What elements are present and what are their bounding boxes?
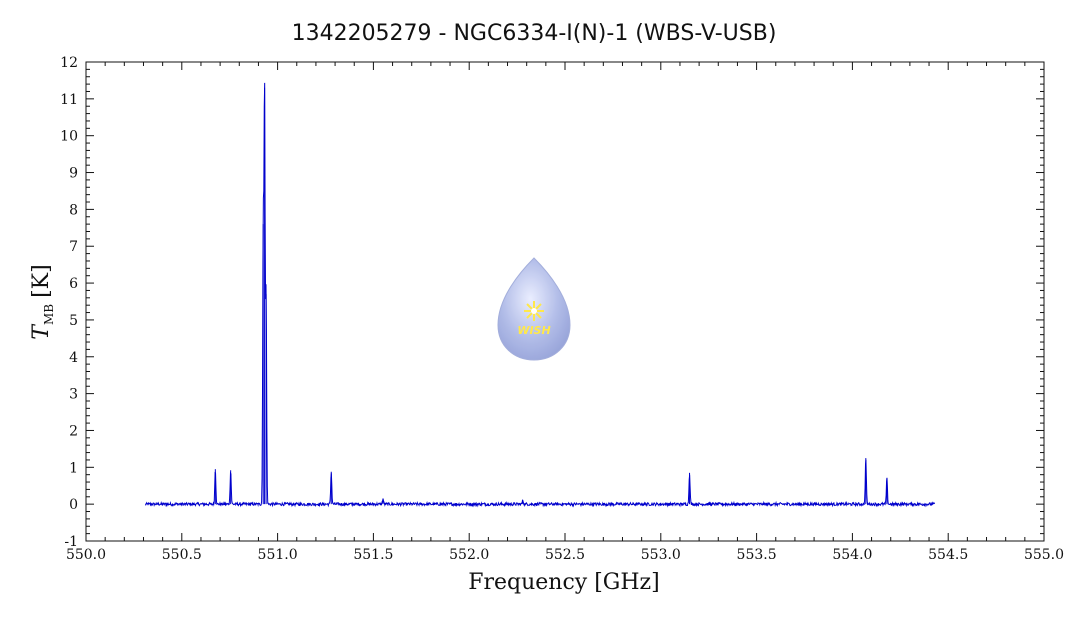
spectrum-series-line (144, 82, 936, 508)
y-tick-label: 5 (69, 313, 78, 329)
x-axis-label: Frequency [GHz] (468, 570, 660, 595)
x-tick-labels: 550.0 550.5 551.0 551.5 552.0 552.5 553.0 553.5… (66, 547, 1064, 563)
y-tick-label: 6 (69, 276, 78, 292)
y-tick-label: 7 (69, 239, 78, 255)
y-tick-label: 11 (60, 92, 78, 108)
y-tick-label: 1 (69, 460, 78, 476)
x-tick-label: 550.5 (162, 547, 202, 563)
y-tick-label: 3 (69, 387, 78, 403)
y-tick-label: 10 (60, 129, 78, 145)
x-tick-label: 553.0 (641, 547, 681, 563)
y-tick-label: -1 (64, 534, 78, 550)
axis-ticks (85, 61, 1045, 542)
x-tick-label: 554.5 (928, 547, 968, 563)
svg-text:TMB[K]: TMB [K] (29, 264, 56, 339)
wish-logo: WISH (497, 257, 571, 361)
y-tick-label: 12 (60, 55, 78, 71)
y-tick-label: 8 (69, 202, 78, 218)
logo-text: WISH (517, 324, 550, 337)
y-axis-label: TMB [K] (29, 264, 56, 339)
x-tick-label: 550.0 (66, 547, 106, 563)
y-axis-label-unit: [K] (29, 264, 54, 298)
y-axis-label-symbol: T (29, 323, 54, 340)
y-axis-label-subscript: MB (42, 304, 56, 325)
x-tick-label: 551.5 (353, 547, 393, 563)
y-tick-label: 0 (69, 497, 78, 513)
y-tick-label: 4 (69, 350, 78, 366)
chart-title: 1342205279 - NGC6334-I(N)-1 (WBS-V-USB) (292, 21, 777, 46)
y-tick-label: 9 (69, 166, 78, 182)
y-tick-label: 2 (69, 423, 78, 439)
x-tick-label: 553.5 (737, 547, 777, 563)
x-tick-label: 551.0 (258, 547, 298, 563)
x-tick-label: 554.0 (832, 547, 872, 563)
series-group (144, 82, 936, 508)
x-tick-label: 552.0 (449, 547, 489, 563)
x-tick-label: 555.0 (1024, 547, 1064, 563)
x-tick-label: 552.5 (545, 547, 585, 563)
